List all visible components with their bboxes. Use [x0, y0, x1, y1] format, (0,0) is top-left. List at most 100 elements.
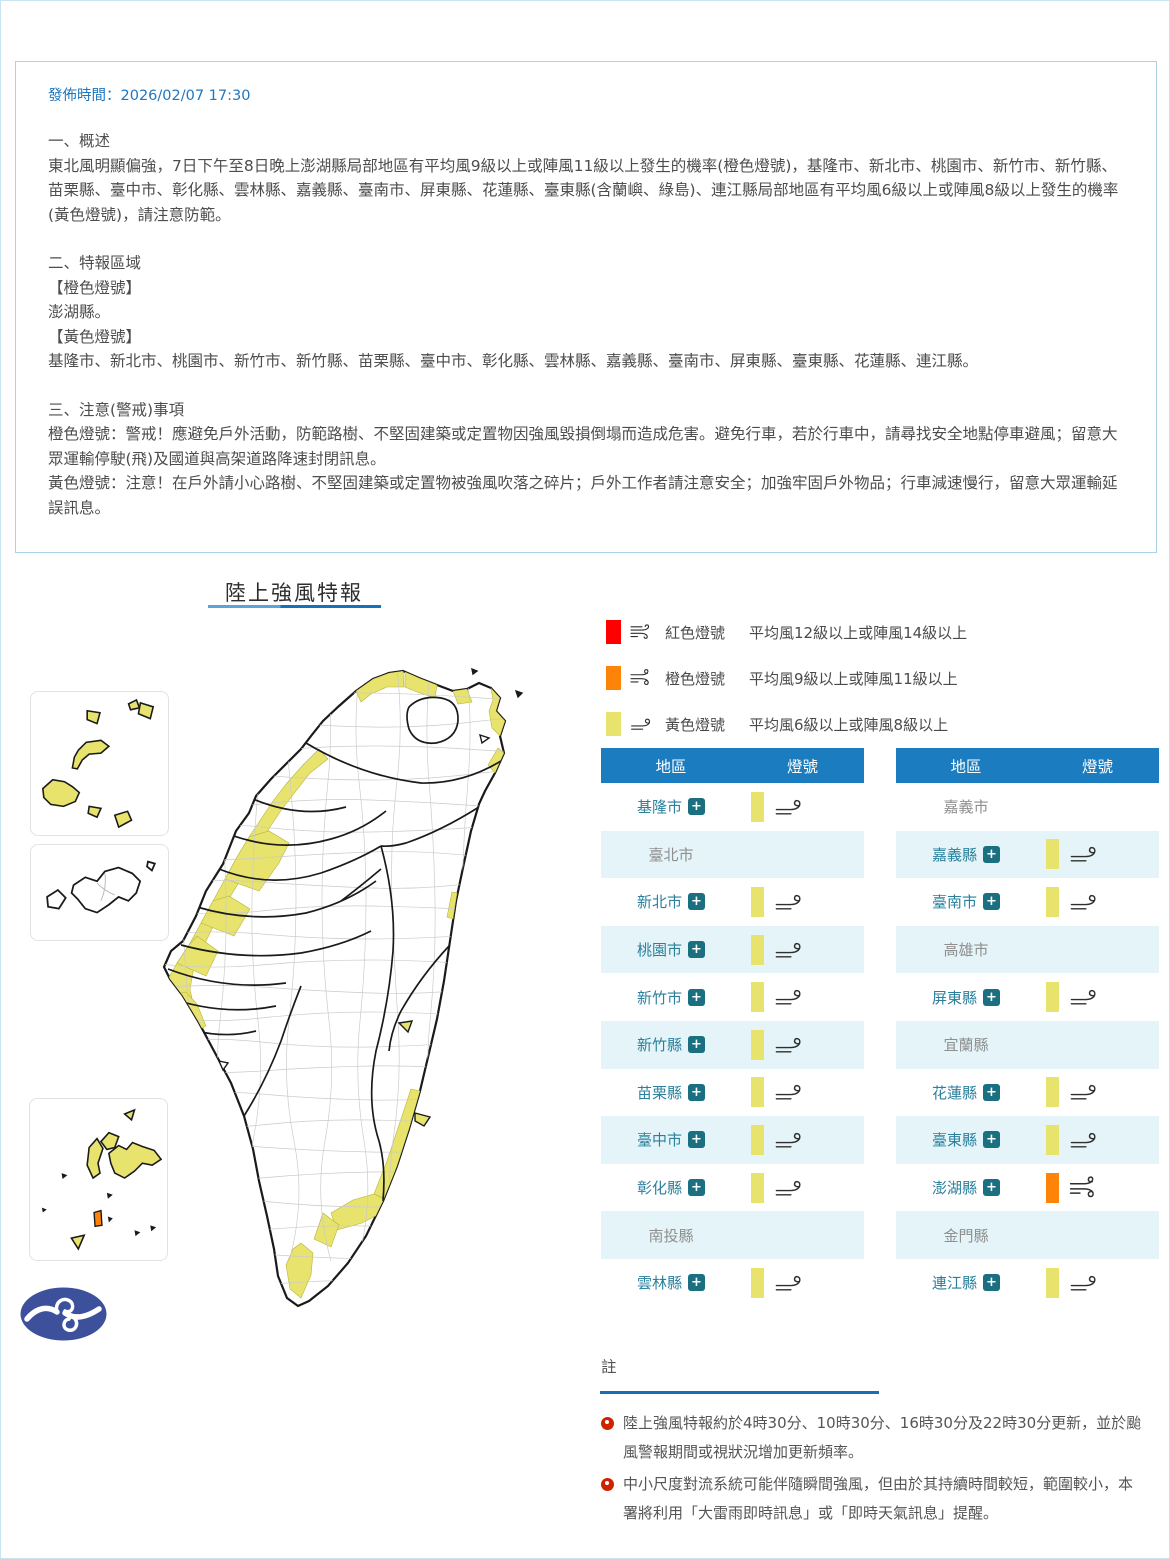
wind-icon [1068, 982, 1102, 1012]
county-label: 臺南市 [931, 893, 977, 912]
county-label: 澎湖縣 [931, 1179, 977, 1198]
county-label: 彰化縣 [636, 1179, 682, 1198]
region-cell: 宜蘭縣 [896, 1034, 1036, 1055]
yellow-signal-swatch [751, 982, 764, 1013]
wind-icon [1068, 1268, 1102, 1298]
signal-cell [1036, 839, 1159, 870]
expand-county-button[interactable]: + [983, 1274, 1000, 1292]
signal-cell [741, 1267, 864, 1298]
wind-icon [773, 1077, 807, 1107]
section-areas-title: 二、特報區域 [48, 254, 142, 272]
table-row-left-6: 苗栗縣 + [601, 1068, 864, 1117]
cwb-logo [20, 1287, 107, 1341]
wind-icon [773, 1268, 807, 1298]
publish-time: 發佈時間：2026/02/07 17:30 [48, 88, 251, 104]
yellow-signal-swatch [1046, 1077, 1059, 1108]
expand-county-button[interactable]: + [983, 893, 1000, 911]
advisory-summary-box: 發佈時間：2026/02/07 17:30 一、概述 東北風明顯偏強，7日下午至… [15, 61, 1157, 553]
county-label: 雲林縣 [636, 1274, 682, 1293]
wind-icon [1068, 1173, 1102, 1203]
wind-icon [773, 887, 807, 917]
wind-icon [773, 1173, 807, 1203]
region-column-header: 地區 [950, 757, 982, 776]
region-cell: 南投縣 [601, 1225, 741, 1246]
signal-cell [1036, 1077, 1159, 1108]
note-underline [600, 1391, 879, 1394]
county-label: 花蓮縣 [931, 1083, 977, 1102]
expand-county-button[interactable]: + [688, 798, 705, 816]
note-text: 中小尺度對流系統可能伴隨瞬間強風，但由於其持續時間較短，範圍較小，本署將利用「大… [623, 1475, 1134, 1522]
region-cell: 嘉義縣 + [896, 844, 1036, 865]
region-cell: 新北市 + [601, 891, 741, 912]
expand-county-button[interactable]: + [688, 941, 705, 959]
signal-cell [1036, 886, 1159, 917]
yellow-signal-swatch [751, 1029, 764, 1060]
region-cell: 臺中市 + [601, 1129, 741, 1150]
region-cell: 臺北市 [601, 844, 741, 865]
expand-county-button[interactable]: + [688, 893, 705, 911]
legend-item-orange: 橙色燈號 平均風9級以上或陣風11級以上 [606, 655, 1166, 701]
expand-county-button[interactable]: + [688, 1131, 705, 1149]
expand-county-button[interactable]: + [983, 988, 1000, 1006]
signal-column-header: 燈號 [786, 757, 818, 776]
yellow-signal-areas: 基隆市、新北市、桃園市、新竹市、新竹縣、苗栗縣、臺中市、彰化縣、雲林縣、嘉義縣、… [48, 352, 979, 370]
expand-county-button[interactable]: + [688, 1179, 705, 1197]
table-row-right-5: 宜蘭縣 [896, 1020, 1159, 1069]
table-row-right-4: 屏東縣 + [896, 973, 1159, 1021]
yellow-signal-swatch [1046, 1267, 1059, 1298]
county-label: 嘉義市 [943, 798, 989, 817]
signal-cell [1036, 1124, 1159, 1155]
yellow-signal-swatch [751, 1267, 764, 1298]
legend-description: 平均風6級以上或陣風8級以上 [749, 715, 949, 734]
county-label: 新竹市 [636, 988, 682, 1007]
expand-county-button[interactable]: + [688, 1083, 705, 1101]
section-precautions-title: 三、注意(警戒)事項 [48, 400, 185, 419]
note-item-0: 陸上強風特報約於4時30分、10時30分、16時30分及22時30分更新，並於颱… [601, 1409, 1146, 1467]
yellow-signal-swatch [1046, 1124, 1059, 1155]
wind-icon [773, 1125, 807, 1155]
note-bullet-icon [601, 1417, 614, 1430]
county-label: 南投縣 [648, 1226, 694, 1245]
wind-icon [1068, 1077, 1102, 1107]
county-label: 臺東縣 [931, 1131, 977, 1150]
penghu-inset-map [29, 1098, 168, 1261]
yellow-signal-swatch [751, 791, 764, 822]
signal-cell [741, 1124, 864, 1155]
signal-cell [1036, 1267, 1159, 1298]
signal-cell [741, 791, 864, 822]
expand-county-button[interactable]: + [688, 1036, 705, 1054]
expand-county-button[interactable]: + [983, 1131, 1000, 1149]
region-cell: 連江縣 + [896, 1272, 1036, 1293]
expand-county-button[interactable]: + [983, 1083, 1000, 1101]
wind-icon [773, 982, 807, 1012]
region-cell: 彰化縣 + [601, 1177, 741, 1198]
orange-precaution: 橙色燈號：警戒！應避免戶外活動，防範路樹、不堅固建築或定置物因強風毀損倒塌而造成… [48, 425, 1118, 468]
county-label: 新北市 [636, 893, 682, 912]
signal-table-right: 地區 燈號嘉義市嘉義縣 + 臺南市 + 高雄市屏東縣 + 宜蘭縣花蓮縣 + 臺東縣 + 澎湖縣 + 金門縣… [896, 748, 1159, 1307]
signal-cell [741, 1077, 864, 1108]
wind-icon [1068, 1125, 1102, 1155]
signal-cell [741, 1172, 864, 1203]
signal-cell [741, 886, 864, 917]
table-row-left-9: 南投縣 [601, 1211, 864, 1259]
county-label: 臺中市 [636, 1131, 682, 1150]
region-cell: 金門縣 [896, 1225, 1036, 1246]
county-label: 宜蘭縣 [943, 1036, 989, 1055]
signal-legend: 紅色燈號 平均風12級以上或陣風14級以上 橙色燈號 平均風9級以上或陣風11級以上黃… [606, 609, 1166, 747]
region-cell: 嘉義市 [896, 796, 1036, 817]
region-cell: 苗栗縣 + [601, 1082, 741, 1103]
wind-2-lines-icon [629, 665, 655, 691]
expand-county-button[interactable]: + [688, 1274, 705, 1292]
signal-cell [1036, 1172, 1159, 1203]
region-cell: 高雄市 [896, 939, 1036, 960]
wind-1-line-icon [629, 711, 655, 737]
table-row-left-3: 桃園市 + [601, 925, 864, 974]
expand-county-button[interactable]: + [983, 845, 1000, 863]
county-label: 苗栗縣 [636, 1083, 682, 1102]
expand-county-button[interactable]: + [688, 988, 705, 1006]
expand-county-button[interactable]: + [983, 1179, 1000, 1197]
county-borders [164, 696, 502, 1202]
table-row-left-5: 新竹縣 + [601, 1020, 864, 1069]
table-header: 地區 燈號 [896, 748, 1159, 783]
table-row-right-3: 高雄市 [896, 925, 1159, 974]
